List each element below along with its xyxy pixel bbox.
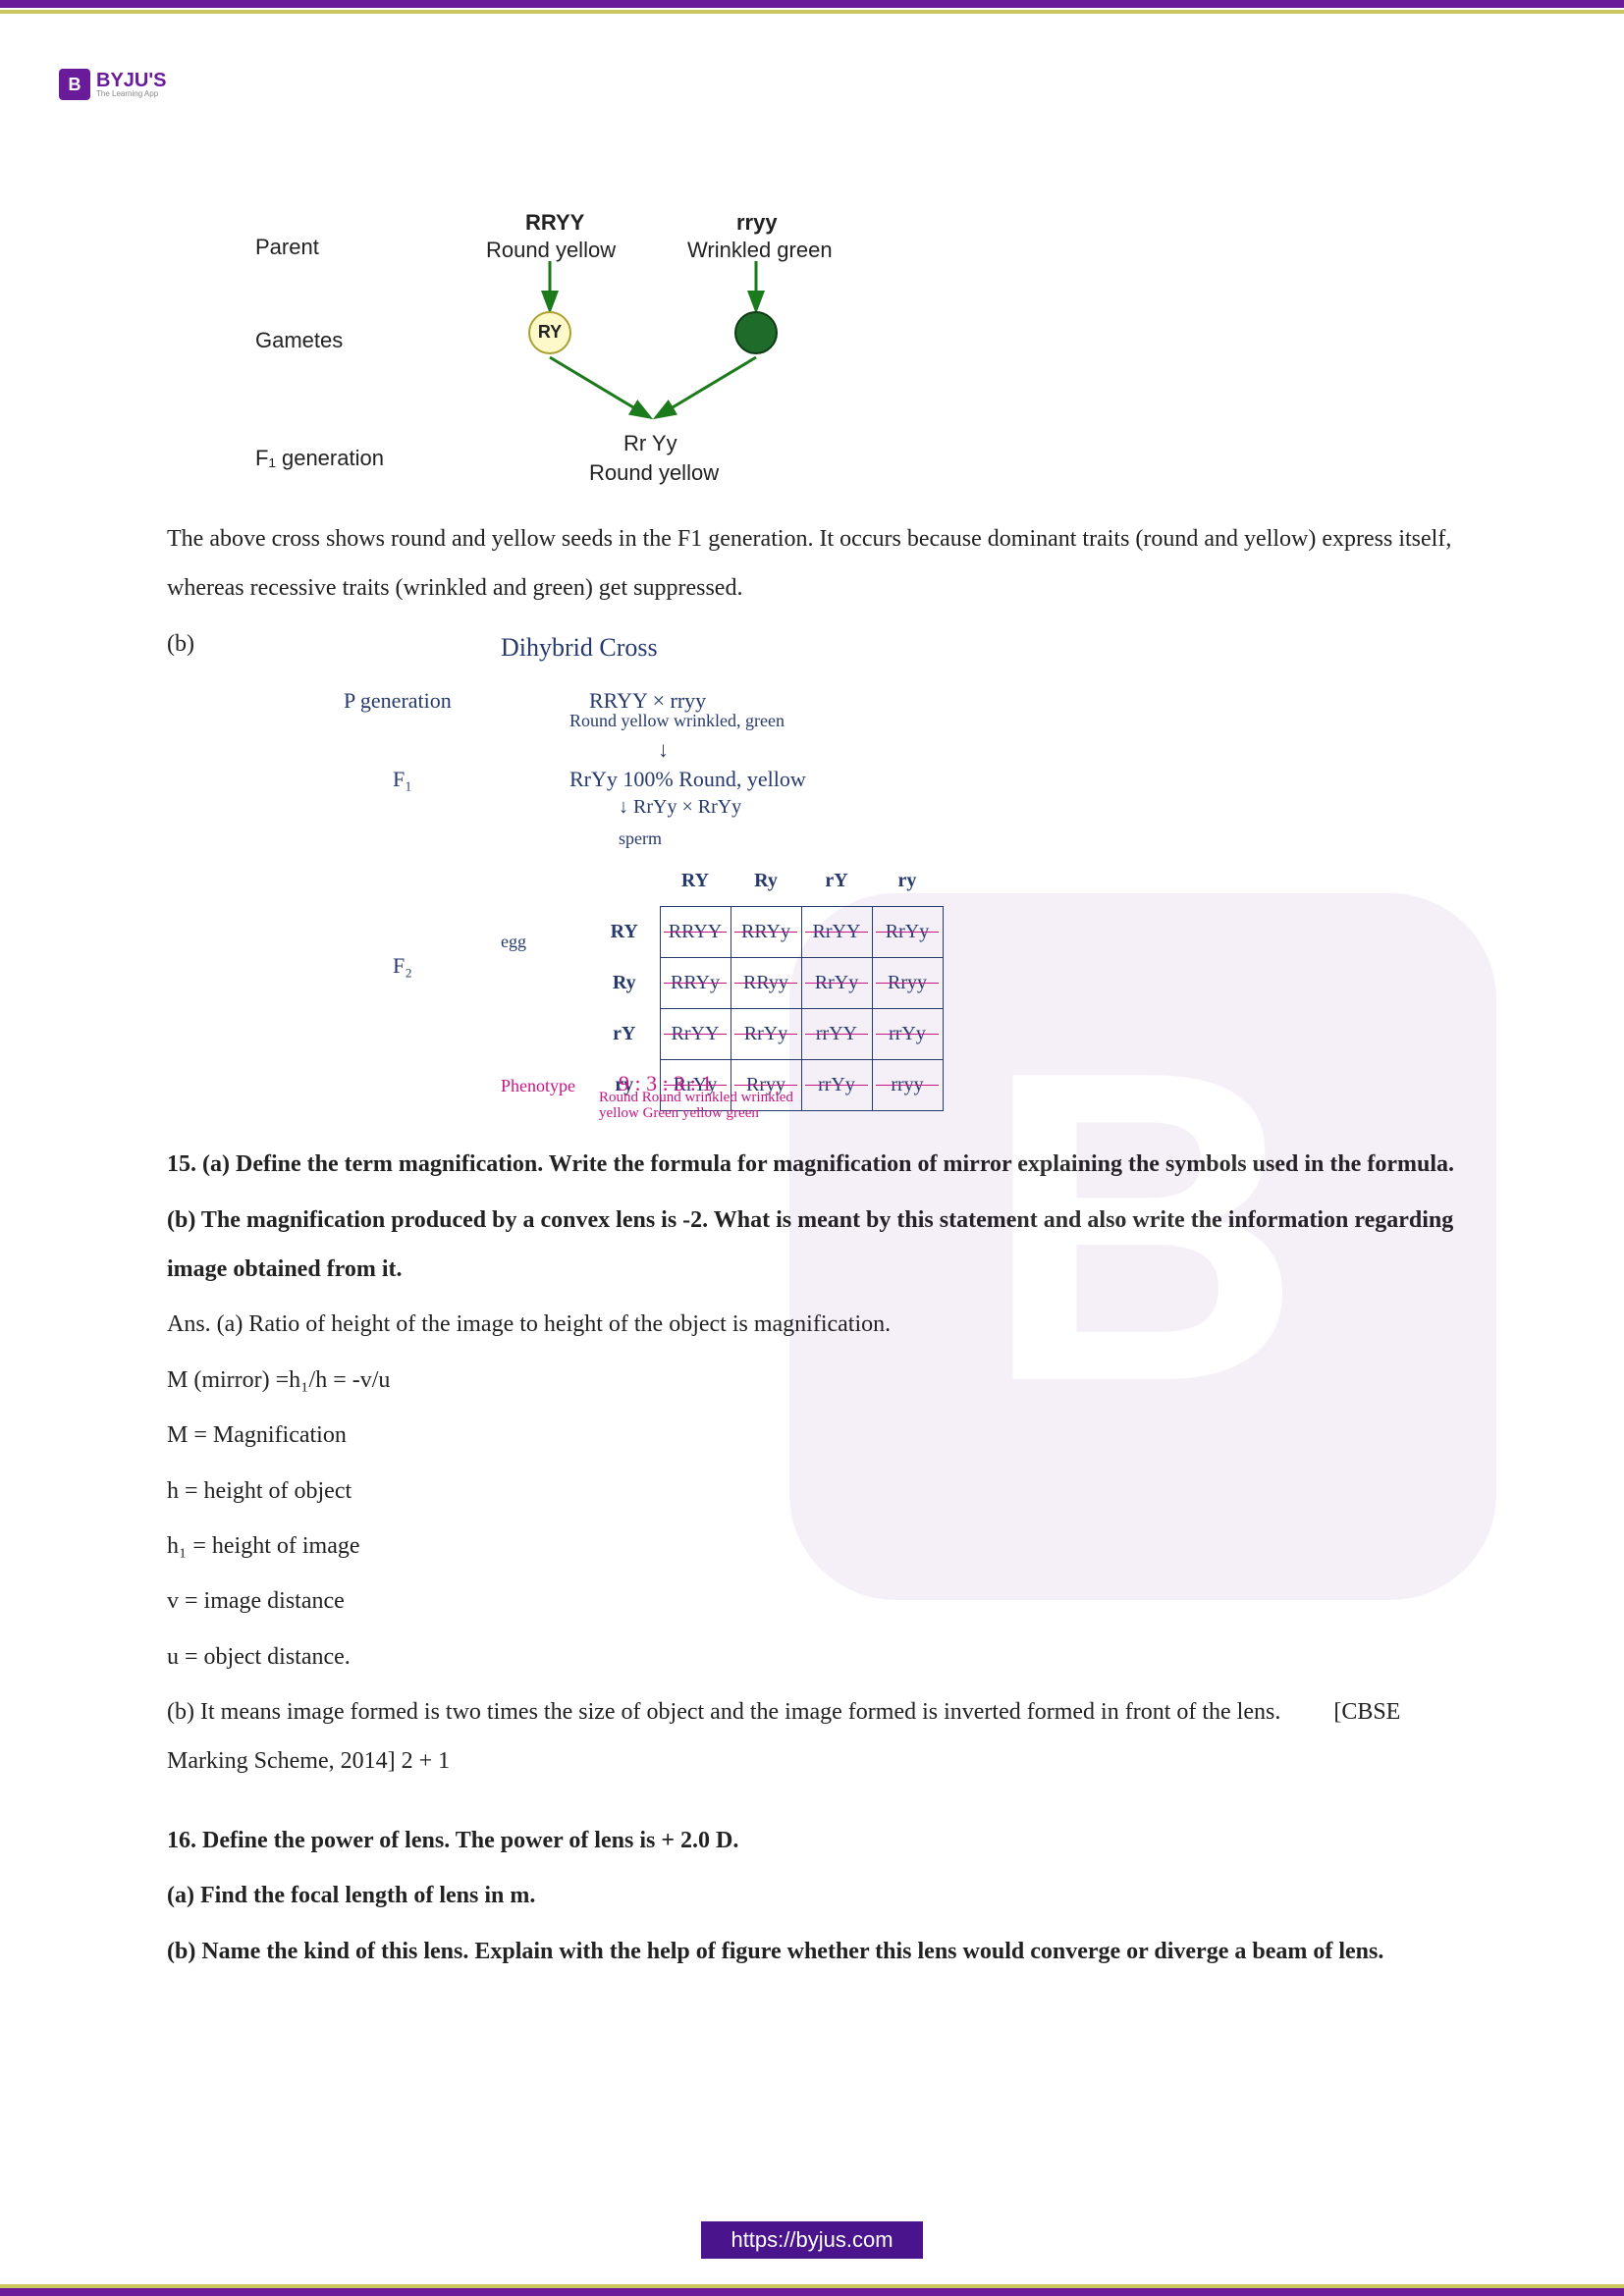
q15-v: v = image distance <box>167 1576 1457 1626</box>
hand-phenolab: Phenotype <box>501 1068 575 1105</box>
footer-url: https://byjus.com <box>701 2221 922 2259</box>
q15-formula: M (mirror) =h₁/h = -v/u <box>167 1356 1457 1405</box>
hand-pgen: P generation <box>344 678 452 723</box>
top-yellow-bar <box>0 10 1624 14</box>
content: Parent RRYY Round yellow rryy Wrinkled g… <box>167 200 1457 1976</box>
q15-b: (b) The magnification produced by a conv… <box>167 1196 1457 1295</box>
logo-icon: B <box>59 69 90 100</box>
cell-2-0: RrYY <box>660 1008 731 1059</box>
q15-ans-b-text: (b) It means image formed is two times t… <box>167 1699 1280 1725</box>
footer: https://byjus.com <box>0 2221 1624 2259</box>
q16-main: 16. Define the power of lens. The power … <box>167 1816 1457 1865</box>
q15-a: 15. (a) Define the term magnification. W… <box>167 1140 1457 1189</box>
cross-diagram: Parent RRYY Round yellow rryy Wrinkled g… <box>255 200 1457 495</box>
part-b-label: (b) <box>167 619 1457 668</box>
p1-phenotype: Round yellow <box>486 228 616 273</box>
hand-title: Dihybrid Cross <box>501 621 658 675</box>
cell-1-2: RrYy <box>801 957 872 1008</box>
row-0: RY <box>589 906 660 957</box>
col-1: Ry <box>731 855 801 906</box>
q15-m: M = Magnification <box>167 1411 1457 1460</box>
hand-ratiodesc2: yellow Green yellow green <box>599 1098 759 1130</box>
q15-ans-b: (b) It means image formed is two times t… <box>167 1687 1457 1787</box>
cell-1-1: RRyy <box>731 957 801 1008</box>
gamete-2: ry <box>734 311 778 354</box>
gametes-label: Gametes <box>255 318 343 363</box>
logo: B BYJU'S The Learning App <box>59 69 166 100</box>
logo-sub: The Learning App <box>96 90 166 98</box>
cell-2-1: RrYy <box>731 1008 801 1059</box>
p2-phenotype: Wrinkled green <box>687 228 833 273</box>
cell-3-3: rryy <box>872 1059 943 1110</box>
cell-1-3: Rryy <box>872 957 943 1008</box>
cell-2-2: rrYY <box>801 1008 872 1059</box>
cell-0-2: RrYY <box>801 906 872 957</box>
row-1: Ry <box>589 957 660 1008</box>
row-2: rY <box>589 1008 660 1059</box>
top-purple-bar <box>0 0 1624 8</box>
f1-label: F₁ generation <box>255 436 384 481</box>
col-0: RY <box>660 855 731 906</box>
cell-0-3: RrYy <box>872 906 943 957</box>
gamete-1: RY <box>528 311 571 354</box>
q15-ans-a: Ans. (a) Ratio of height of the image to… <box>167 1300 1457 1349</box>
hand-f2lab: F₂ <box>393 943 412 988</box>
cell-1-0: RRYy <box>660 957 731 1008</box>
q15-u: u = object distance. <box>167 1632 1457 1682</box>
q16-a: (a) Find the focal length of lens in m. <box>167 1871 1457 1920</box>
hand-pdesc: Round yellow wrinkled, green <box>569 703 785 740</box>
col-3: ry <box>872 855 943 906</box>
bottom-purple-bar <box>0 2288 1624 2296</box>
dihybrid-handwritten: Dihybrid Cross P generation RRYY × rryy … <box>167 668 1457 1110</box>
parent-label: Parent <box>255 225 319 270</box>
col-2: rY <box>801 855 872 906</box>
q16: 16. Define the power of lens. The power … <box>167 1816 1457 1976</box>
hand-egg: egg <box>501 924 526 961</box>
q15-h: h = height of object <box>167 1467 1457 1516</box>
logo-text: BYJU'S The Learning App <box>96 71 166 98</box>
cell-0-1: RRYy <box>731 906 801 957</box>
cell-2-3: rrYy <box>872 1008 943 1059</box>
hand-sperm: sperm <box>619 821 662 858</box>
logo-main: BYJU'S <box>96 71 166 90</box>
q15: 15. (a) Define the term magnification. W… <box>167 1140 1457 1787</box>
f1-phenotype: Round yellow <box>589 451 719 496</box>
cell-0-0: RRYY <box>660 906 731 957</box>
hand-f1lab: F₁ <box>393 757 412 802</box>
cell-3-2: rrYy <box>801 1059 872 1110</box>
q15-h1: h₁ = height of image <box>167 1522 1457 1571</box>
q16-b: (b) Name the kind of this lens. Explain … <box>167 1927 1457 1976</box>
explanation-text: The above cross shows round and yellow s… <box>167 514 1457 614</box>
